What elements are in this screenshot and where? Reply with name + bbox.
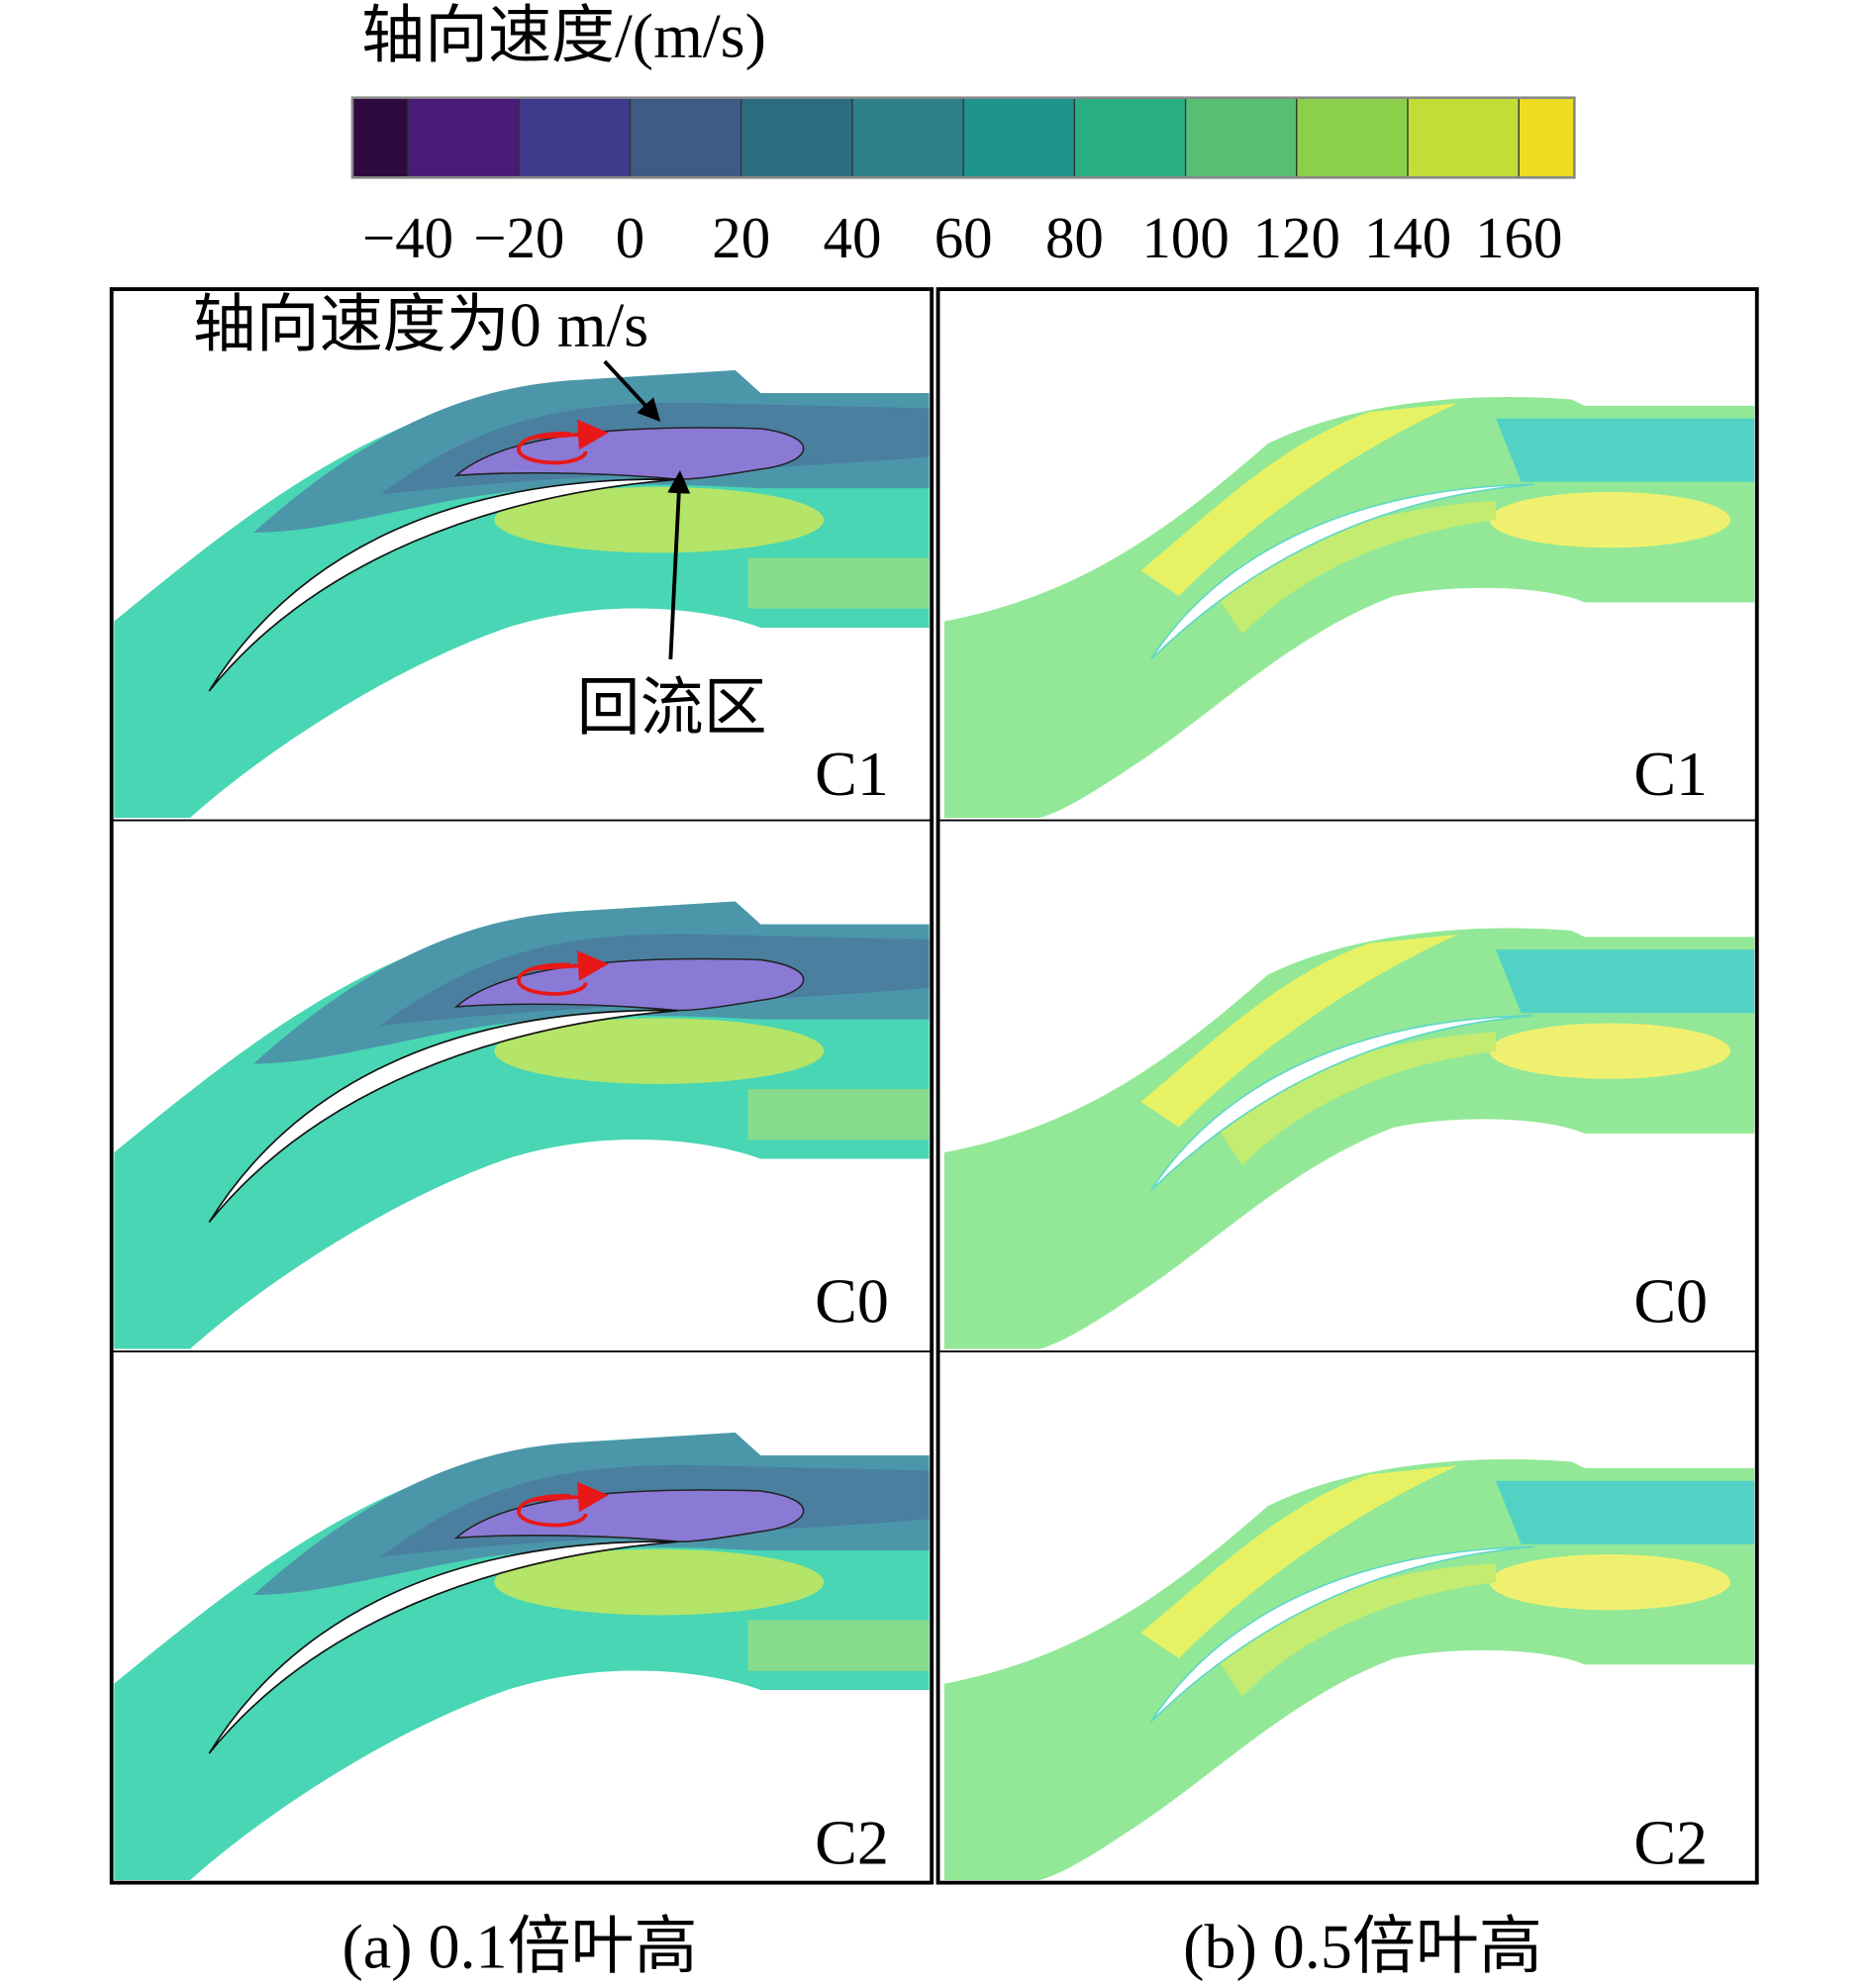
colorbar-segment <box>1407 97 1520 179</box>
colorbar-border <box>350 96 1576 179</box>
colorbar: −40 −20 0 20 40 60 80 100 120 140 160 <box>350 96 1576 270</box>
colorbar-segment <box>351 97 409 179</box>
panel-caption: (a) 0.1倍叶高 <box>342 1911 697 1981</box>
colorbar-segment <box>851 97 964 179</box>
colorbar-tick-label: 120 <box>1253 206 1340 270</box>
case-label: C2 <box>1633 1807 1708 1877</box>
colorbar-segment <box>518 97 632 179</box>
colorbar-segment <box>962 97 1076 179</box>
colorbar-tick-label: 100 <box>1141 206 1229 270</box>
colorbar-segment <box>1184 97 1298 179</box>
panel-a-contours <box>114 370 932 1880</box>
colorbar-tick-label: 20 <box>712 206 770 270</box>
contour <box>114 902 932 1349</box>
colorbar-segment <box>1296 97 1409 179</box>
colorbar-title: 轴向速度/(m/s) <box>361 1 766 71</box>
panel-caption: (b) 0.5倍叶高 <box>1183 1911 1542 1981</box>
colorbar-tick-label: 160 <box>1475 206 1562 270</box>
colorbar-segment <box>1518 97 1576 179</box>
panel-b-contours <box>943 396 1755 1881</box>
case-label: C2 <box>815 1807 889 1877</box>
colorbar-segment <box>1073 97 1187 179</box>
case-label: C1 <box>815 739 889 809</box>
colorbar-tick-label: 0 <box>616 206 644 270</box>
annotation: 轴向速度为0 m/s <box>193 290 649 360</box>
annotation-arrow <box>667 470 691 660</box>
colorbar-tick-label: 60 <box>935 206 993 270</box>
colorbar-tick-label: −40 <box>362 206 453 270</box>
colorbar-tick-label: −20 <box>473 206 564 270</box>
annotation: 回流区 <box>577 672 767 743</box>
annotation-arrow <box>603 359 661 422</box>
case-label: C1 <box>1633 739 1708 809</box>
colorbar-segment <box>629 97 742 179</box>
colorbar-tick-label: 40 <box>824 206 882 270</box>
colorbar-segment <box>407 97 520 179</box>
frames <box>109 287 1759 1885</box>
case-label: C0 <box>1633 1266 1708 1337</box>
colorbar-segment <box>740 97 853 179</box>
contour <box>114 1433 932 1880</box>
case-label: C0 <box>815 1266 889 1337</box>
colorbar-tick-label: 80 <box>1045 206 1104 270</box>
contour <box>114 370 932 818</box>
colorbar-tick-label: 140 <box>1364 206 1451 270</box>
